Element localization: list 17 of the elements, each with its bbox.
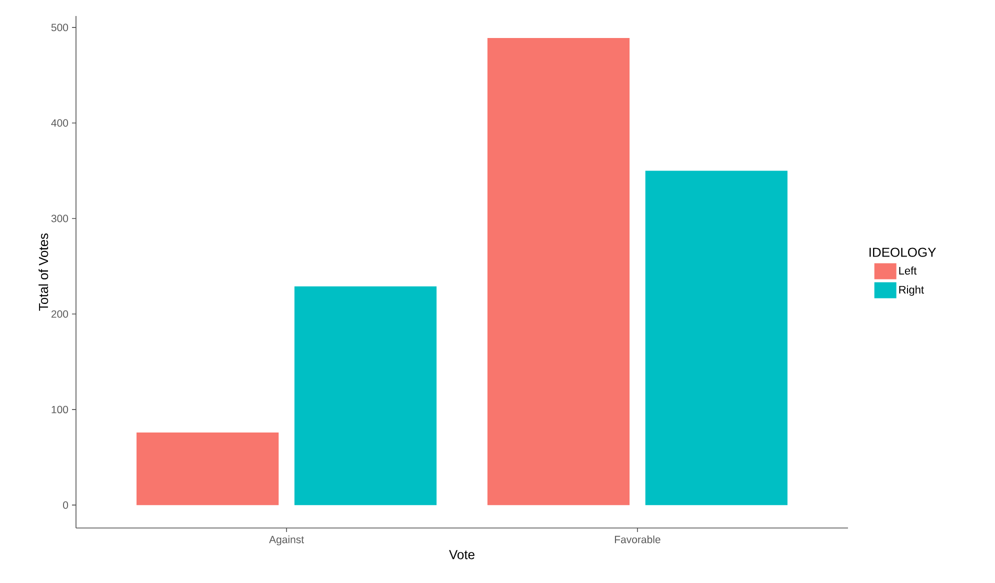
y-tick-label: 400 bbox=[51, 119, 68, 127]
y-axis-title: Total of Votes bbox=[38, 233, 48, 311]
y-tick-label: 500 bbox=[51, 24, 68, 32]
legend-label: Right bbox=[899, 286, 924, 296]
legend-title: IDEOLOGY bbox=[870, 248, 936, 257]
y-tick-label: 0 bbox=[63, 501, 68, 509]
x-axis-title: Vote bbox=[449, 550, 474, 560]
y-tick-label: 300 bbox=[51, 214, 68, 222]
y-tick-label: 200 bbox=[51, 310, 68, 318]
x-tick-label: Favorable bbox=[614, 536, 660, 544]
legend-label: Left bbox=[899, 266, 917, 275]
x-tick-label: Against bbox=[269, 536, 304, 546]
y-tick-label: 100 bbox=[52, 406, 68, 414]
bar bbox=[645, 170, 788, 506]
bar bbox=[294, 286, 437, 506]
bar bbox=[136, 432, 279, 506]
bar bbox=[487, 38, 630, 506]
